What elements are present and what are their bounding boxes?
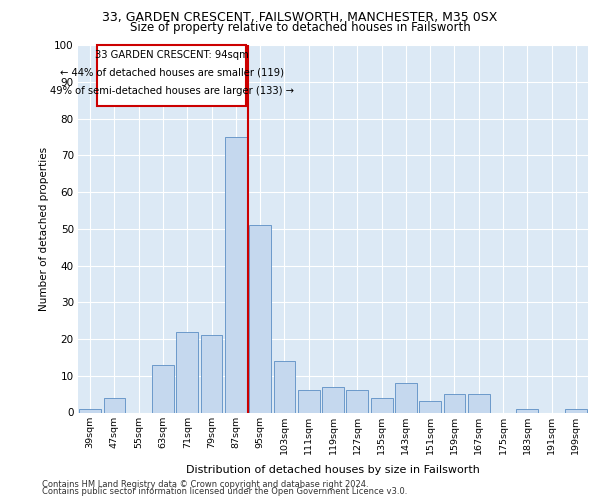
Text: Contains HM Land Registry data © Crown copyright and database right 2024.: Contains HM Land Registry data © Crown c… [42, 480, 368, 489]
Text: ← 44% of detached houses are smaller (119): ← 44% of detached houses are smaller (11… [59, 68, 284, 78]
Bar [152, 364, 174, 412]
Bar [468, 394, 490, 412]
FancyBboxPatch shape [97, 45, 245, 106]
Bar [249, 225, 271, 412]
Bar [395, 383, 417, 412]
Bar [346, 390, 368, 412]
Bar [371, 398, 392, 412]
Text: Contains public sector information licensed under the Open Government Licence v3: Contains public sector information licen… [42, 487, 407, 496]
Bar [322, 387, 344, 412]
Text: 33, GARDEN CRESCENT, FAILSWORTH, MANCHESTER, M35 0SX: 33, GARDEN CRESCENT, FAILSWORTH, MANCHES… [103, 11, 497, 24]
Bar [176, 332, 198, 412]
X-axis label: Distribution of detached houses by size in Failsworth: Distribution of detached houses by size … [186, 465, 480, 475]
Bar [225, 137, 247, 412]
Y-axis label: Number of detached properties: Number of detached properties [38, 146, 49, 311]
Bar [443, 394, 466, 412]
Bar [79, 409, 101, 412]
Bar [298, 390, 320, 412]
Bar [274, 361, 295, 412]
Bar [200, 336, 223, 412]
Text: 33 GARDEN CRESCENT: 94sqm: 33 GARDEN CRESCENT: 94sqm [95, 50, 248, 60]
Text: 49% of semi-detached houses are larger (133) →: 49% of semi-detached houses are larger (… [49, 86, 293, 96]
Bar [104, 398, 125, 412]
Text: Size of property relative to detached houses in Failsworth: Size of property relative to detached ho… [130, 22, 470, 35]
Bar [517, 409, 538, 412]
Bar [419, 402, 441, 412]
Bar [565, 409, 587, 412]
